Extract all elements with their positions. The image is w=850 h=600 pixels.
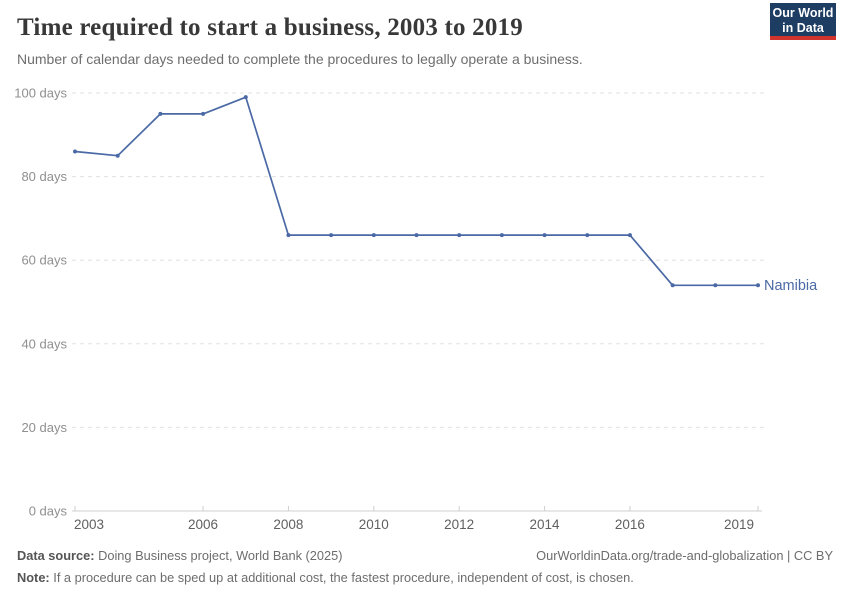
data-point-marker[interactable] [243,95,248,100]
y-axis-tick-label: 80 days [21,169,67,184]
data-source-label: Data source: [17,548,95,563]
data-point-marker[interactable] [457,233,462,238]
page-subtitle: Number of calendar days needed to comple… [17,51,583,67]
x-axis-tick-label: 2003 [74,517,104,532]
y-axis-tick-label: 60 days [21,253,67,268]
series-label-namibia: Namibia [764,278,818,294]
line-series-namibia[interactable] [74,96,759,287]
note-label: Note: [17,570,50,585]
data-point-marker[interactable] [158,111,163,116]
data-point-marker[interactable] [371,233,376,238]
owid-url-link[interactable]: OurWorldinData.org/trade-and-globalizati… [536,548,833,563]
owid-logo-line2: in Data [782,21,824,35]
y-axis-tick-label: 20 days [21,420,67,435]
x-axis-tick-label: 2008 [273,517,303,532]
owid-logo-line1: Our World [772,6,834,20]
x-axis-tick-label: 2012 [444,517,474,532]
y-axis-tick-label: 0 days [29,504,68,519]
data-point-marker[interactable] [73,149,77,154]
y-axis-tick-label: 40 days [21,336,67,351]
x-axis-tick-label: 2014 [530,517,561,532]
x-axis-tick-label: 2006 [188,517,218,532]
data-point-marker[interactable] [201,111,206,116]
chart-footer: Data source: Doing Business project, Wor… [17,548,833,585]
data-source-line: Data source: Doing Business project, Wor… [17,548,343,563]
chart-header: Time required to start a business, 2003 … [17,14,833,69]
note-line: Note: If a procedure can be sped up at a… [17,570,833,585]
line-chart[interactable]: 0 days 20 days 40 days 60 days 80 days 100 da… [0,0,850,545]
page-title: Time required to start a business, 2003 … [17,14,523,41]
data-point-marker[interactable] [756,283,760,288]
data-point-marker[interactable] [627,233,632,238]
x-axis-tick-label: 2010 [359,517,389,532]
x-axis-tick-label: 2019 [724,517,754,532]
data-point-marker[interactable] [585,233,590,238]
data-source-text: Doing Business project, World Bank (2025… [94,548,343,563]
note-text: If a procedure can be sped up at additio… [49,570,634,585]
owid-logo[interactable]: Our World in Data [770,3,836,40]
data-point-marker[interactable] [329,233,334,238]
data-point-marker[interactable] [414,233,419,238]
data-point-marker[interactable] [499,233,504,238]
data-point-marker[interactable] [286,233,291,238]
data-point-marker[interactable] [115,153,120,158]
data-point-marker[interactable] [713,283,718,288]
y-axis-tick-label: 100 days [14,86,67,101]
data-point-marker[interactable] [542,233,547,238]
x-axis-tick-label: 2016 [615,517,645,532]
data-point-marker[interactable] [670,283,675,288]
